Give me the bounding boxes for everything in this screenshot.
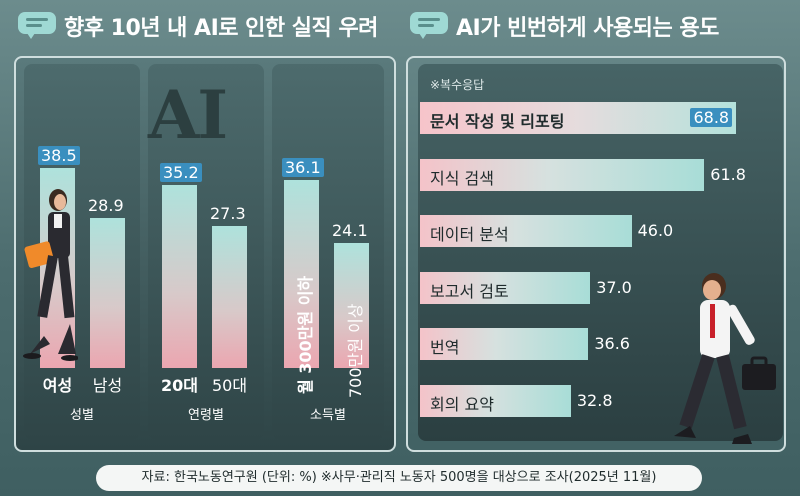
category-label: 700만원 이상 [346, 303, 365, 398]
data-label: 68.8 [690, 108, 733, 127]
bar [90, 217, 125, 368]
category-label: 50대 [211, 376, 248, 395]
speech-bubble-icon [410, 12, 448, 40]
data-label: 46.0 [637, 221, 674, 240]
data-label: 27.3 [210, 204, 246, 224]
data-label: 61.8 [710, 164, 746, 184]
data-label: 32.8 [576, 390, 613, 410]
bar [420, 102, 737, 134]
bar [162, 184, 197, 368]
category-label: 지식 검색 [430, 168, 494, 188]
group-label: 소득별 [310, 408, 346, 423]
right-header: AI가 빈번하게 사용되는 용도 [410, 6, 719, 46]
multiple-response-note: ※복수응답 [430, 78, 485, 92]
category-label: 남성 [92, 376, 123, 395]
bar [420, 215, 632, 247]
bar [420, 328, 589, 360]
bar [420, 271, 591, 304]
man-illustration [674, 273, 776, 444]
ai-watermark: AI [148, 76, 228, 154]
group-label: 연령별 [188, 408, 224, 423]
bar [212, 226, 247, 368]
data-label: 36.6 [594, 334, 630, 353]
category-label: 20대 [161, 376, 198, 395]
data-label: 28.9 [88, 195, 124, 215]
category-label: 회의 요약 [430, 394, 494, 414]
data-label: 38.5 [38, 145, 80, 165]
category-label: 여성 [42, 376, 73, 395]
group-label: 성별 [70, 408, 94, 423]
left-chart-title: 향후 10년 내 AI로 인한 실직 우려 [64, 16, 378, 41]
category-label: 문서 작성 및 리포팅 [430, 112, 565, 131]
category-label: 번역 [430, 338, 460, 357]
bar [420, 158, 705, 191]
right-panel-border [406, 56, 786, 452]
bar [334, 242, 369, 368]
category-label: 보고서 검토 [430, 281, 509, 301]
category-label: 월 300만원 이하 [296, 275, 315, 394]
bar [284, 180, 319, 368]
category-label: 데이터 분석 [430, 225, 509, 244]
bar [420, 384, 571, 417]
data-label: 24.1 [332, 220, 368, 240]
woman-illustration [23, 189, 78, 361]
data-label: 37.0 [596, 277, 632, 297]
left-header: 향후 10년 내 AI로 인한 실직 우려 [18, 6, 378, 46]
right-chart-title: AI가 빈번하게 사용되는 용도 [456, 16, 719, 41]
data-label: 36.1 [282, 158, 324, 178]
speech-bubble-icon [18, 12, 56, 40]
source-footer: 자료: 한국노동연구원 (단위: %) ※사무·관리직 노동자 500명을 대상… [96, 465, 702, 491]
data-label: 35.2 [160, 162, 202, 182]
